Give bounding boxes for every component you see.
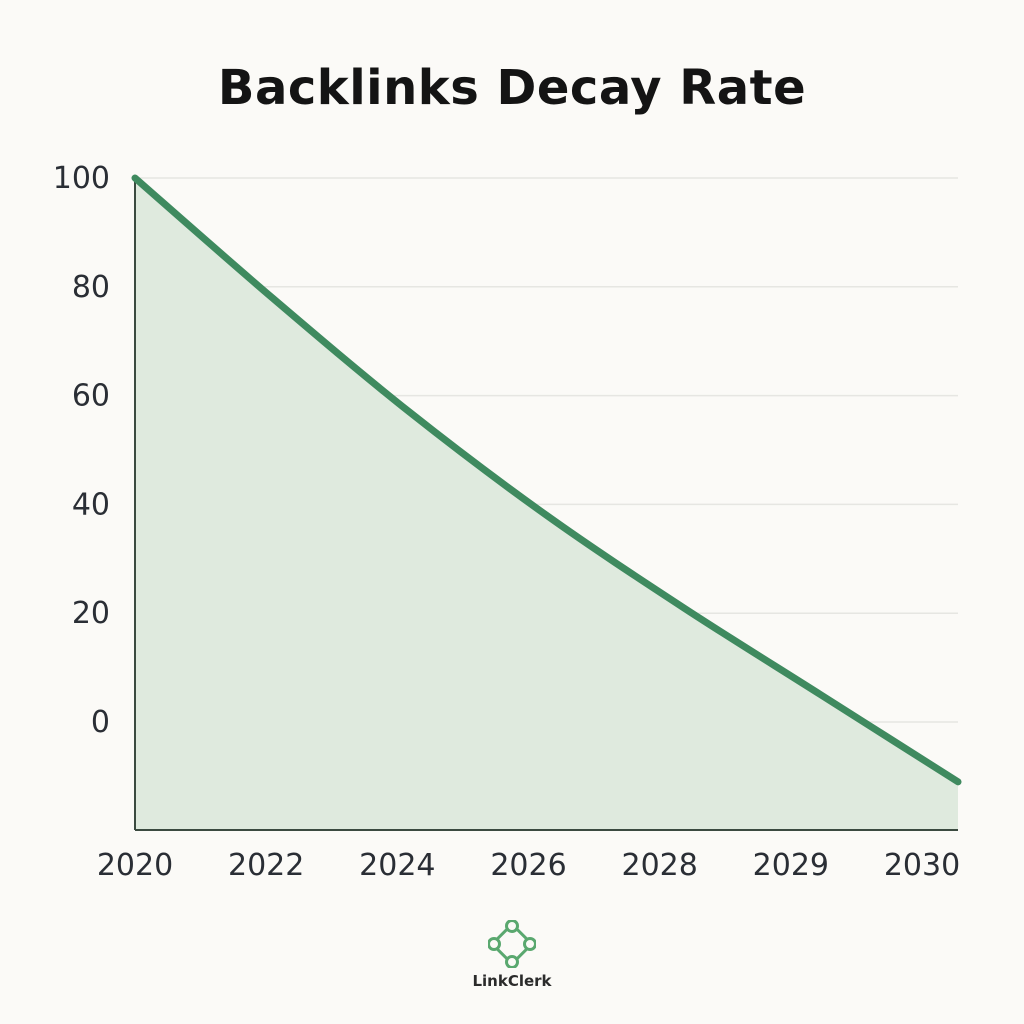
y-tick-label: 40 — [72, 487, 110, 522]
chart-title: Backlinks Decay Rate — [217, 60, 807, 116]
y-tick-label: 0 — [91, 705, 110, 740]
brand-name: LinkClerk — [472, 972, 552, 990]
x-tick-label: 2026 — [490, 848, 566, 883]
x-tick-label: 2030 — [884, 848, 960, 883]
x-tick-label: 2024 — [359, 848, 435, 883]
chain-link-icon — [488, 920, 536, 968]
y-tick-label: 60 — [72, 379, 110, 414]
series-line — [131, 174, 962, 786]
x-tick-label: 2028 — [621, 848, 697, 883]
x-tick-label: 2029 — [753, 848, 829, 883]
y-tick-label: 100 — [53, 161, 110, 196]
x-tick-label: 2020 — [97, 848, 173, 883]
brand-logo: LinkClerk — [462, 920, 562, 990]
y-axis-ticks: 0 20 40 60 80 100 — [53, 161, 110, 740]
x-tick-label: 2022 — [228, 848, 304, 883]
series-area-fill — [135, 178, 958, 830]
x-axis-ticks: 2020 2022 2024 2026 2028 2029 2030 — [97, 848, 960, 883]
y-tick-label: 20 — [72, 596, 110, 631]
y-tick-label: 80 — [72, 270, 110, 305]
